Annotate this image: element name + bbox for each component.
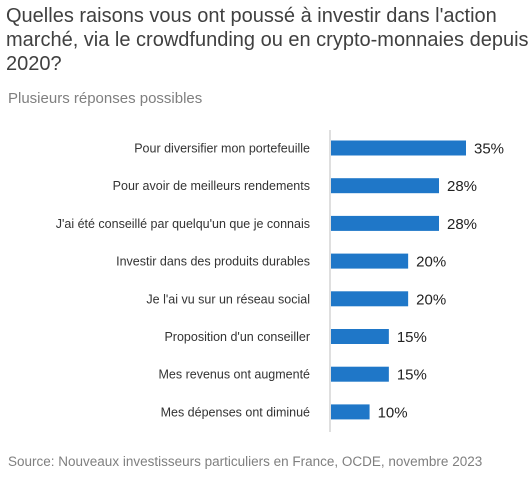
value-label: 28% <box>447 216 477 233</box>
value-label: 35% <box>474 141 504 158</box>
value-label: 10% <box>378 404 408 421</box>
category-label: Proposition d'un conseiller <box>164 330 310 344</box>
bar <box>331 178 439 194</box>
category-label: Mes revenus ont augmenté <box>159 368 311 382</box>
chart-title: Quelles raisons vous ont poussé à invest… <box>6 5 529 75</box>
category-label: Pour diversifier mon portefeuille <box>134 142 310 156</box>
category-label: Investir dans des produits durables <box>116 255 310 269</box>
value-label: 15% <box>397 367 427 384</box>
bar <box>331 140 466 156</box>
bar <box>331 291 409 307</box>
category-label: Mes dépenses ont diminué <box>161 405 310 419</box>
value-label: 20% <box>416 254 446 271</box>
value-label: 15% <box>397 329 427 346</box>
value-label: 28% <box>447 178 477 195</box>
category-label: Pour avoir de meilleurs rendements <box>113 179 310 193</box>
category-label: J'ai été conseillé par quelqu'un que je … <box>56 217 310 231</box>
chart-source: Source: Nouveaux investisseurs particuli… <box>8 454 483 469</box>
bar <box>331 329 389 344</box>
bar <box>331 253 409 269</box>
bar <box>331 404 370 420</box>
chart-subtitle: Plusieurs réponses possibles <box>8 90 203 107</box>
bar <box>331 366 389 382</box>
bars-layer: Pour diversifier mon portefeuille 35% Pour… <box>56 130 504 432</box>
bar <box>331 215 439 231</box>
value-label: 20% <box>416 291 446 308</box>
category-label: Je l'ai vu sur un réseau social <box>146 292 310 306</box>
